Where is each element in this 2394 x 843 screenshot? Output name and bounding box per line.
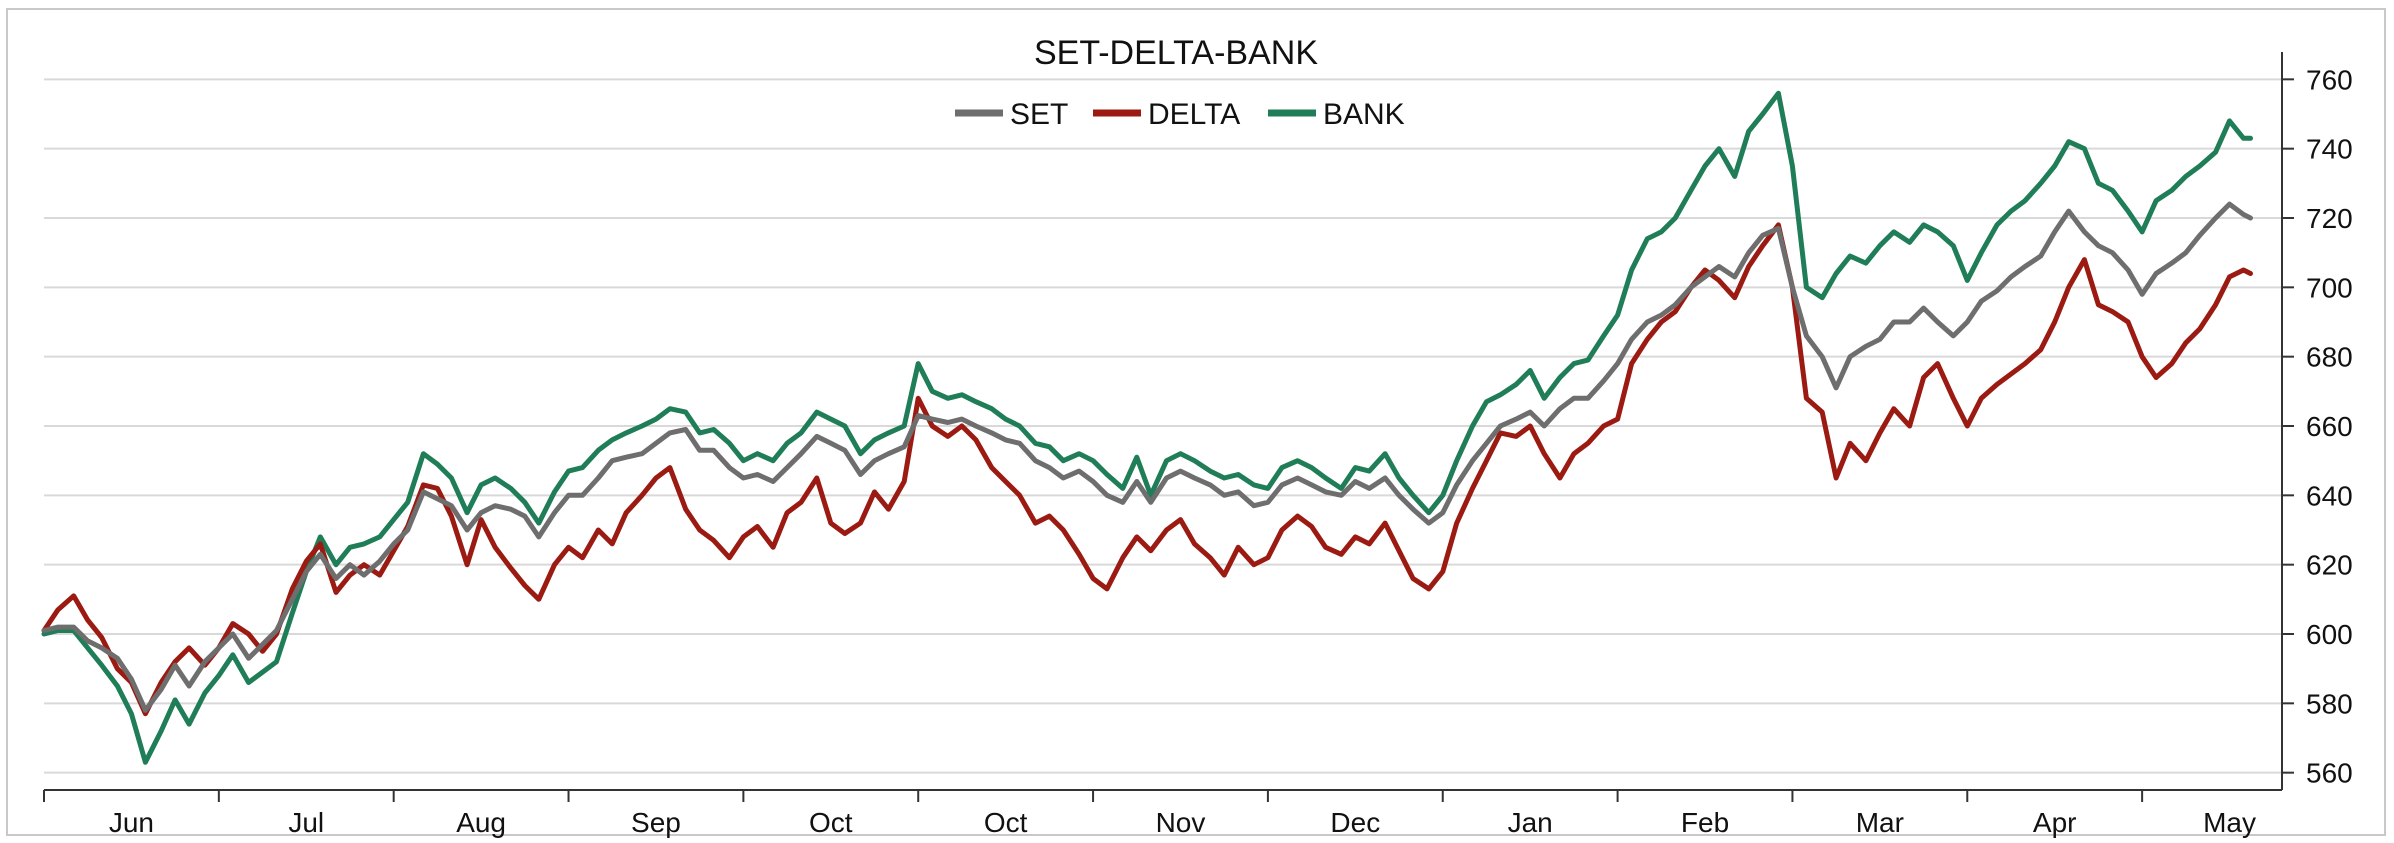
y-axis-ticks: 560 580 600 620 640 660 680 700 720 740 760 — [2282, 64, 2353, 789]
y-tick-label-720: 720 — [2306, 203, 2353, 234]
y-tick-label-620: 620 — [2306, 550, 2353, 581]
x-tick-label-sep: Sep — [631, 807, 681, 838]
series-line-set — [41, 201, 2253, 713]
y-tick-label-680: 680 — [2306, 342, 2353, 373]
y-tick-label-600: 600 — [2306, 619, 2353, 650]
legend: SET DELTA BANK — [955, 98, 1405, 131]
y-tick-label-660: 660 — [2306, 411, 2353, 442]
x-tick-label-dec: Dec — [1330, 807, 1380, 838]
x-tick-label-nov: Nov — [1156, 807, 1206, 838]
x-tick-label-aug: Aug — [456, 807, 506, 838]
x-tick-label-feb: Feb — [1681, 807, 1729, 838]
y-tick-label-560: 560 — [2306, 758, 2353, 789]
x-tick-label-apr: Apr — [2033, 807, 2077, 838]
legend-label-delta: DELTA — [1148, 98, 1240, 131]
x-tick-label-jan: Jan — [1508, 807, 1553, 838]
x-axis-ticks: Jun Jul Aug Sep Oct Oct Nov Dec Jan Feb Mar Apr May — [43, 790, 2256, 838]
y-tick-label-760: 760 — [2306, 64, 2353, 95]
x-tick-label-oct: Oct — [809, 807, 853, 838]
series-lines — [41, 90, 2253, 765]
x-tick-label-jul: Jul — [288, 807, 324, 838]
x-tick-label-mar: Mar — [1856, 807, 1904, 838]
chart-frame — [6, 8, 2386, 836]
y-tick-label-580: 580 — [2306, 688, 2353, 719]
x-tick-label-oct: Oct — [984, 807, 1028, 838]
axes — [44, 52, 2283, 791]
gridlines — [44, 78, 2282, 774]
y-tick-label-740: 740 — [2306, 134, 2353, 165]
legend-label-set: SET — [1010, 98, 1068, 131]
y-tick-label-640: 640 — [2306, 480, 2353, 511]
chart-title: SET-DELTA-BANK — [1034, 34, 1318, 72]
y-tick-label-700: 700 — [2306, 272, 2353, 303]
x-tick-label-may: May — [2203, 807, 2256, 838]
series-line-delta — [41, 222, 2253, 717]
series-line-bank — [41, 90, 2253, 765]
x-tick-label-jun: Jun — [109, 807, 154, 838]
legend-label-bank: BANK — [1323, 98, 1405, 131]
